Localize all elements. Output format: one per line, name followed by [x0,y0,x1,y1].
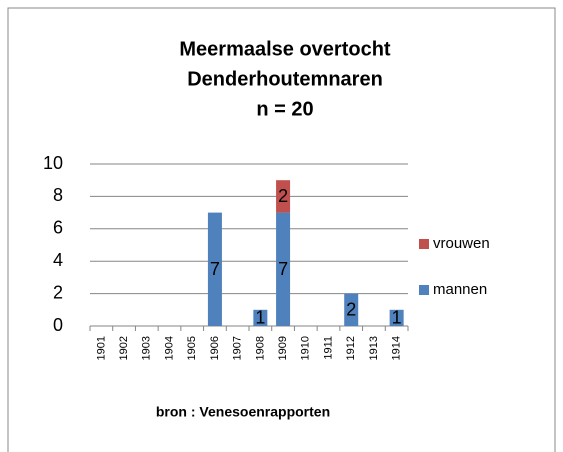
y-tick-label: 10 [43,153,63,173]
bar-segment [344,293,359,326]
legend-label: mannen [433,281,487,298]
bar-segment [207,212,222,326]
x-tick-label: 1905 [186,336,198,360]
x-tick-label: 1909 [277,336,289,360]
data-label: 7 [278,259,288,279]
x-tick-label: 1901 [95,336,107,360]
bar-segment [253,309,268,326]
x-tick-label: 1907 [232,336,244,360]
x-tick-label: 1902 [118,336,130,360]
y-tick-label: 2 [53,282,63,302]
chart-title: Denderhoutemnaren [187,68,383,90]
legend-swatch [419,285,429,295]
y-tick-label: 0 [53,315,63,335]
x-tick-label: 1903 [141,336,153,360]
x-tick-label: 1908 [254,336,266,360]
bar-segment [389,309,404,326]
chart-title: n = 20 [256,98,313,120]
chart-title: Meermaalse overtocht [179,38,391,60]
chart-frame [7,7,556,452]
x-tick-label: 1906 [209,336,221,360]
x-tick-label: 1913 [368,336,380,360]
legend-label: vrouwen [433,235,490,252]
data-label: 1 [392,308,402,328]
x-tick-label: 1904 [163,336,175,360]
y-tick-label: 8 [53,185,63,205]
x-tick-label: 1911 [322,336,334,360]
legend-swatch [419,239,429,249]
y-tick-label: 4 [53,250,63,270]
x-tick-label: 1914 [391,336,403,360]
x-axis-title: bron : Venesoenrapporten [156,404,330,420]
data-label: 1 [255,308,265,328]
x-tick-label: 1912 [345,336,357,360]
data-label: 2 [278,186,288,206]
bar-segment [276,180,291,213]
data-label: 2 [346,300,356,320]
bar-segment [276,212,291,326]
x-tick-label: 1910 [300,336,312,360]
data-label: 7 [210,259,220,279]
y-tick-label: 6 [53,218,63,238]
